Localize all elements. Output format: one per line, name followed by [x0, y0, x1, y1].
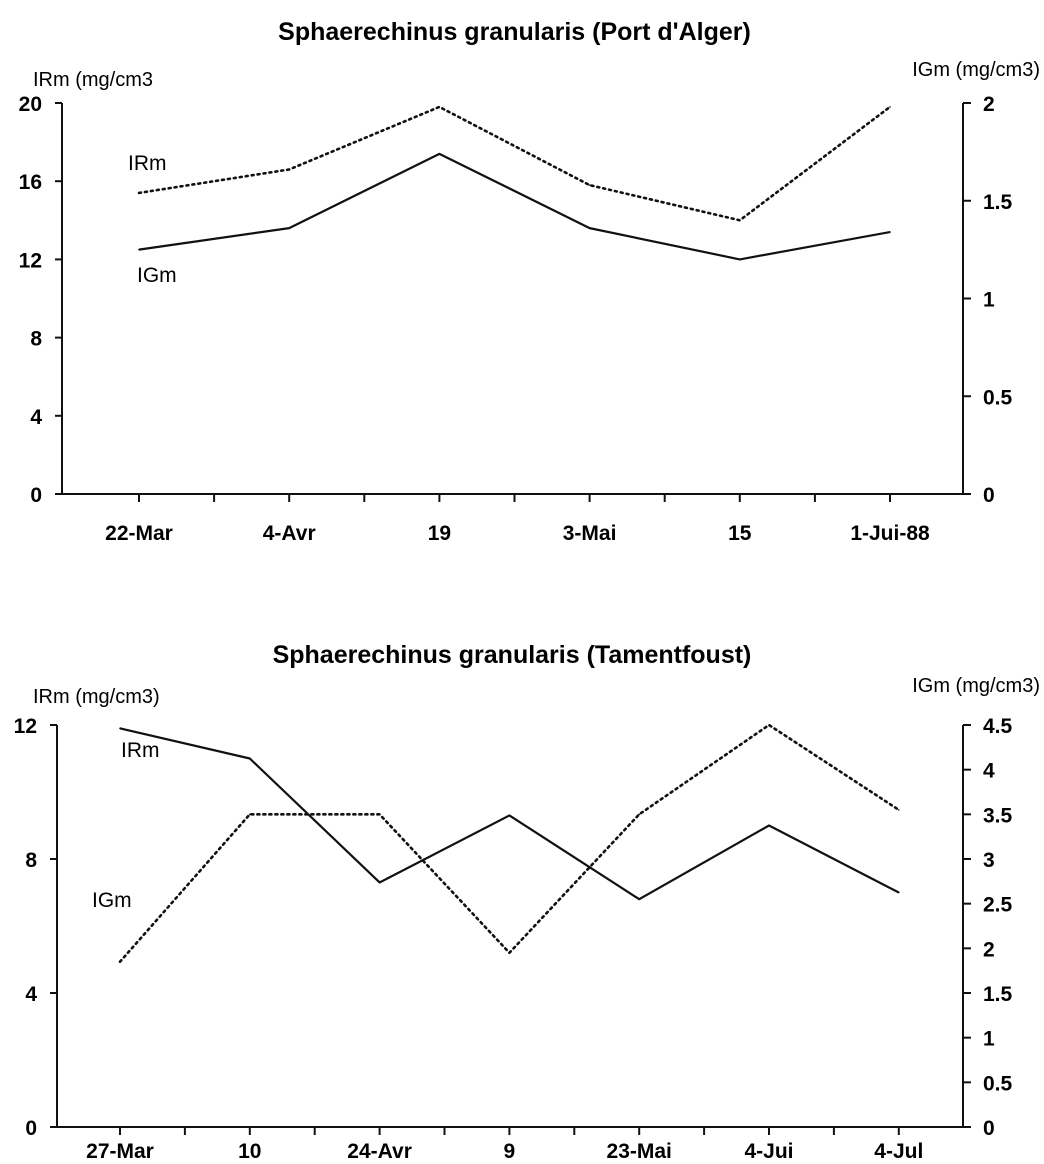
y-tick-label-left: 20 [19, 93, 42, 116]
data-point-irm [739, 258, 741, 261]
y-tick-label-left: 0 [25, 1117, 37, 1140]
y-axis-label-right: IGm (mg/cm3) [912, 59, 1040, 81]
chart-panel-1: Sphaerechinus granularis (Port d'Alger) I… [19, 18, 1040, 545]
y-tick-label-right: 1 [983, 289, 995, 312]
series-label-igm: IGm [137, 264, 177, 287]
data-point-irm [768, 824, 770, 827]
x-tick-label: 23-Mai [607, 1140, 672, 1163]
series-line-igm [137, 105, 892, 222]
data-point-irm [588, 227, 591, 229]
x-tick-label: 3-Mai [563, 522, 617, 545]
x-tick-label: 19 [428, 522, 451, 545]
x-tick-label: 9 [504, 1140, 516, 1163]
data-point-irm [249, 757, 251, 760]
data-point-irm [288, 227, 291, 229]
x-tick-label: 4-Jul [874, 1140, 923, 1163]
series-label-igm: IGm [92, 889, 132, 912]
data-point-igm [288, 168, 291, 171]
data-point-igm [898, 809, 900, 811]
x-tick-label: 27-Mar [86, 1140, 154, 1163]
y-tick-label-left: 12 [19, 249, 42, 272]
data-point-igm [768, 724, 770, 726]
data-point-irm [138, 248, 140, 251]
data-point-igm [378, 813, 381, 816]
y-tick-label-left: 16 [19, 171, 42, 194]
series-line-irm [119, 727, 900, 901]
chart-title: Sphaerechinus granularis (Port d'Alger) [278, 18, 751, 46]
x-tick-label: 4-Avr [263, 522, 316, 545]
data-point-igm [638, 813, 640, 816]
series-label-irm: IRm [121, 739, 160, 762]
x-tick-label: 1-Jui-88 [850, 522, 930, 545]
y-tick-label-right: 1.5 [983, 191, 1013, 214]
y-tick-label-right: 3.5 [983, 804, 1013, 827]
data-point-irm [889, 231, 891, 233]
y-tick-label-right: 4.5 [983, 715, 1013, 738]
y-tick-label-right: 4 [983, 760, 995, 783]
series-line-igm [118, 723, 901, 964]
y-tick-label-left: 8 [25, 849, 37, 872]
y-tick-label-right: 0 [983, 1117, 995, 1140]
chart-panel-2: Sphaerechinus granularis (Tamentfoust) IR… [14, 641, 1040, 1163]
data-point-irm [508, 814, 511, 817]
y-tick-label-right: 2 [983, 938, 995, 961]
data-point-irm [438, 153, 441, 155]
data-point-igm [889, 106, 891, 108]
y-axis-label-left: IRm (mg/cm3) [33, 686, 160, 708]
y-axis-label-left: IRm (mg/cm3 [33, 69, 153, 91]
data-point-igm [588, 184, 591, 186]
x-tick-label: 10 [238, 1140, 261, 1163]
y-axis-label-right: IGm (mg/cm3) [912, 675, 1040, 697]
y-tick-label-left: 8 [30, 328, 42, 351]
data-point-igm [508, 952, 511, 954]
y-tick-label-left: 4 [30, 406, 42, 429]
data-point-irm [119, 727, 121, 730]
series-label-irm: IRm [128, 152, 167, 175]
y-tick-label-left: 4 [25, 983, 37, 1006]
y-tick-label-right: 0 [983, 484, 995, 507]
y-tick-label-right: 2 [983, 93, 995, 116]
x-tick-label: 22-Mar [105, 522, 173, 545]
y-tick-label-right: 1.5 [983, 983, 1013, 1006]
x-tick-label: 4-Jui [744, 1140, 793, 1163]
data-point-irm [638, 898, 640, 900]
data-point-igm [438, 106, 441, 108]
y-tick-label-right: 0.5 [983, 386, 1013, 409]
y-tick-label-left: 0 [30, 484, 42, 507]
y-tick-label-right: 3 [983, 849, 995, 872]
y-tick-label-right: 2.5 [983, 894, 1013, 917]
data-point-igm [119, 960, 121, 963]
chart-title: Sphaerechinus granularis (Tamentfoust) [273, 641, 752, 669]
series-line-irm [138, 152, 891, 261]
y-tick-label-right: 0.5 [983, 1072, 1013, 1095]
data-point-irm [378, 881, 381, 884]
data-point-igm [739, 219, 741, 222]
data-point-irm [898, 891, 900, 894]
data-point-igm [138, 192, 140, 194]
data-point-igm [249, 813, 251, 816]
x-tick-label: 24-Avr [347, 1140, 412, 1163]
y-tick-label-right: 1 [983, 1028, 995, 1051]
y-tick-label-left: 12 [14, 715, 37, 738]
x-tick-label: 15 [728, 522, 752, 545]
